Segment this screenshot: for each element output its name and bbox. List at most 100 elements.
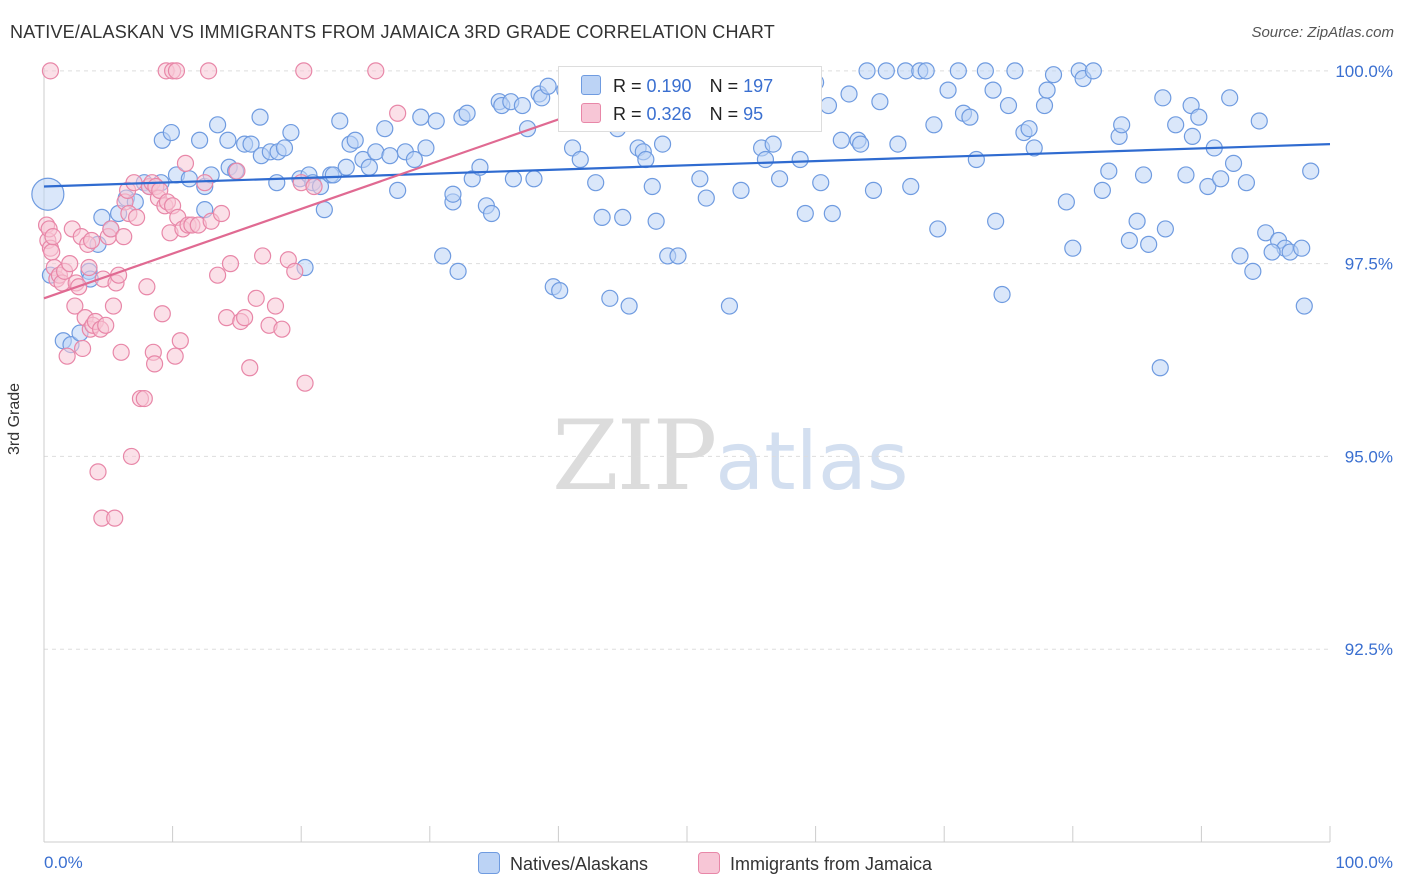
point-natives <box>929 220 947 238</box>
point-jamaica <box>286 262 304 280</box>
point-natives <box>427 112 445 130</box>
point-natives <box>999 96 1018 115</box>
point-natives <box>643 177 661 196</box>
point-natives <box>1224 154 1243 172</box>
legend-swatch-blue <box>581 75 601 95</box>
point-natives <box>770 170 789 188</box>
point-natives <box>669 247 687 265</box>
point-natives <box>601 289 619 307</box>
point-jamaica <box>44 228 62 246</box>
point-natives <box>324 166 342 184</box>
point-natives <box>756 150 775 169</box>
point-natives <box>251 108 269 126</box>
point-natives <box>967 150 985 169</box>
point-natives <box>346 131 364 149</box>
point-jamaica <box>196 174 214 192</box>
point-natives <box>539 77 557 95</box>
point-jamaica <box>106 509 124 527</box>
legend-row-natives: R = 0.190 N = 197 <box>581 75 773 97</box>
point-natives <box>864 181 883 199</box>
legend-n-label: N = <box>709 104 744 124</box>
point-jamaica <box>221 255 240 273</box>
point-natives <box>1263 243 1281 261</box>
point-natives <box>1221 89 1239 107</box>
point-natives <box>275 139 294 157</box>
point-jamaica <box>295 62 313 80</box>
point-natives <box>796 204 814 223</box>
point-jamaica <box>247 289 265 307</box>
point-jamaica <box>115 228 133 246</box>
source-label: Source: ZipAtlas.com <box>1251 24 1394 41</box>
legend-r-value: 0.326 <box>646 104 692 124</box>
point-natives <box>984 81 1002 99</box>
point-natives <box>180 170 198 188</box>
point-natives <box>917 62 935 80</box>
trend-line-natives <box>43 143 1331 188</box>
point-jamaica <box>241 359 259 377</box>
legend-n-label: N = <box>709 76 744 96</box>
point-natives <box>1183 127 1201 145</box>
point-natives <box>939 81 957 99</box>
point-natives <box>513 96 531 115</box>
point-natives <box>647 212 665 230</box>
point-natives <box>1057 193 1075 211</box>
point-jamaica <box>61 255 79 273</box>
legend-n-value: 197 <box>743 76 774 96</box>
x-tick-label-max: 100.0% <box>1335 853 1393 872</box>
point-jamaica <box>89 463 107 481</box>
watermark: ZIPatlas <box>552 400 909 512</box>
point-natives <box>1231 247 1249 265</box>
point-natives <box>637 150 655 169</box>
point-jamaica <box>145 355 164 373</box>
point-jamaica <box>66 297 84 315</box>
point-natives <box>1237 174 1256 192</box>
point-natives <box>1025 139 1043 157</box>
point-jamaica <box>102 220 120 238</box>
point-natives <box>444 185 462 203</box>
point-natives <box>1167 116 1185 134</box>
point-natives <box>819 96 838 115</box>
y-tick-label: 97.5% <box>1345 255 1393 274</box>
point-natives <box>93 208 111 226</box>
legend-item-natives[interactable]: Natives/Alaskans <box>478 852 648 875</box>
point-natives <box>732 181 750 199</box>
legend-item-jamaica[interactable]: Immigrants from Jamaica <box>698 852 932 875</box>
point-natives <box>614 208 632 226</box>
legend-r-label: R = <box>613 104 647 124</box>
point-jamaica <box>104 297 123 315</box>
point-natives <box>337 158 355 176</box>
point-jamaica <box>80 258 98 277</box>
point-natives <box>162 123 180 142</box>
point-natives <box>587 174 605 192</box>
point-natives <box>389 181 407 199</box>
point-natives <box>367 143 385 161</box>
point-natives <box>987 212 1005 230</box>
point-jamaica <box>97 316 115 334</box>
point-natives <box>191 131 209 149</box>
point-natives <box>976 62 994 80</box>
point-natives <box>1064 239 1082 257</box>
point-natives <box>1120 231 1138 250</box>
point-natives <box>376 120 394 138</box>
point-natives <box>1035 96 1054 115</box>
point-natives <box>791 150 809 169</box>
point-natives <box>852 135 870 153</box>
point-natives <box>1084 62 1102 80</box>
point-jamaica <box>153 305 171 323</box>
point-jamaica <box>305 177 323 196</box>
point-natives <box>653 135 672 153</box>
point-natives <box>417 139 435 157</box>
point-natives <box>1151 359 1169 377</box>
point-natives <box>961 108 979 126</box>
point-jamaica <box>367 62 385 80</box>
point-jamaica <box>167 62 186 80</box>
legend-swatch-pink <box>698 852 720 874</box>
point-jamaica <box>218 309 236 327</box>
point-jamaica <box>200 62 218 80</box>
legend-label-natives: Natives/Alaskans <box>510 854 649 874</box>
point-natives <box>405 150 423 169</box>
point-jamaica <box>166 347 184 365</box>
point-jamaica <box>176 154 195 172</box>
point-natives <box>1250 112 1268 130</box>
point-natives <box>1093 181 1111 199</box>
